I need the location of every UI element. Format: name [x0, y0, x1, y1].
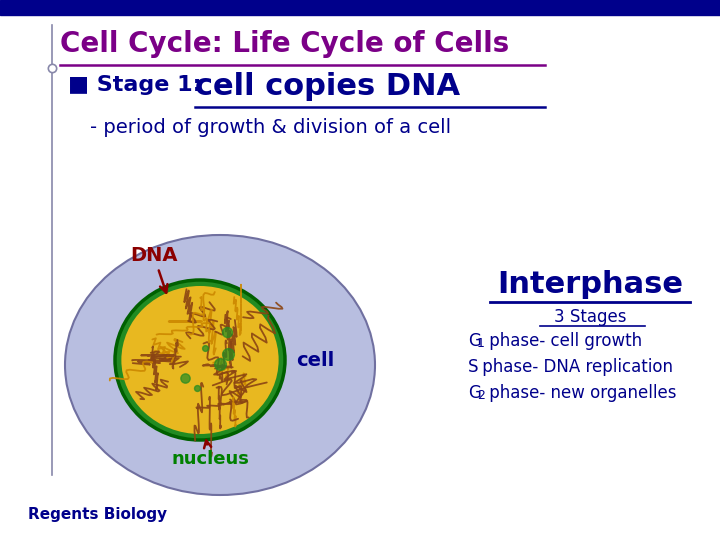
Bar	[0, 0, 720, 15]
Text: phase- cell growth: phase- cell growth	[484, 332, 642, 350]
Text: ■ Stage 1:: ■ Stage 1:	[68, 75, 210, 95]
Ellipse shape	[65, 235, 375, 495]
Ellipse shape	[115, 280, 285, 440]
Text: DNA: DNA	[130, 246, 178, 293]
Text: Interphase: Interphase	[497, 270, 683, 299]
Text: phase- new organelles: phase- new organelles	[484, 384, 677, 402]
Text: phase- DNA replication: phase- DNA replication	[477, 358, 673, 376]
Text: 1: 1	[477, 337, 485, 350]
Text: cell: cell	[296, 350, 334, 369]
Ellipse shape	[122, 286, 279, 434]
Text: S: S	[468, 358, 479, 376]
Text: G: G	[468, 332, 481, 350]
Text: Cell Cycle: Life Cycle of Cells: Cell Cycle: Life Cycle of Cells	[60, 30, 509, 58]
Text: - period of growth & division of a cell: - period of growth & division of a cell	[90, 118, 451, 137]
Text: Regents Biology: Regents Biology	[28, 507, 167, 522]
Text: nucleus: nucleus	[171, 441, 249, 468]
Text: G: G	[468, 384, 481, 402]
Text: 3 Stages: 3 Stages	[554, 308, 626, 326]
Text: cell copies DNA: cell copies DNA	[195, 72, 460, 101]
Text: 2: 2	[477, 389, 485, 402]
